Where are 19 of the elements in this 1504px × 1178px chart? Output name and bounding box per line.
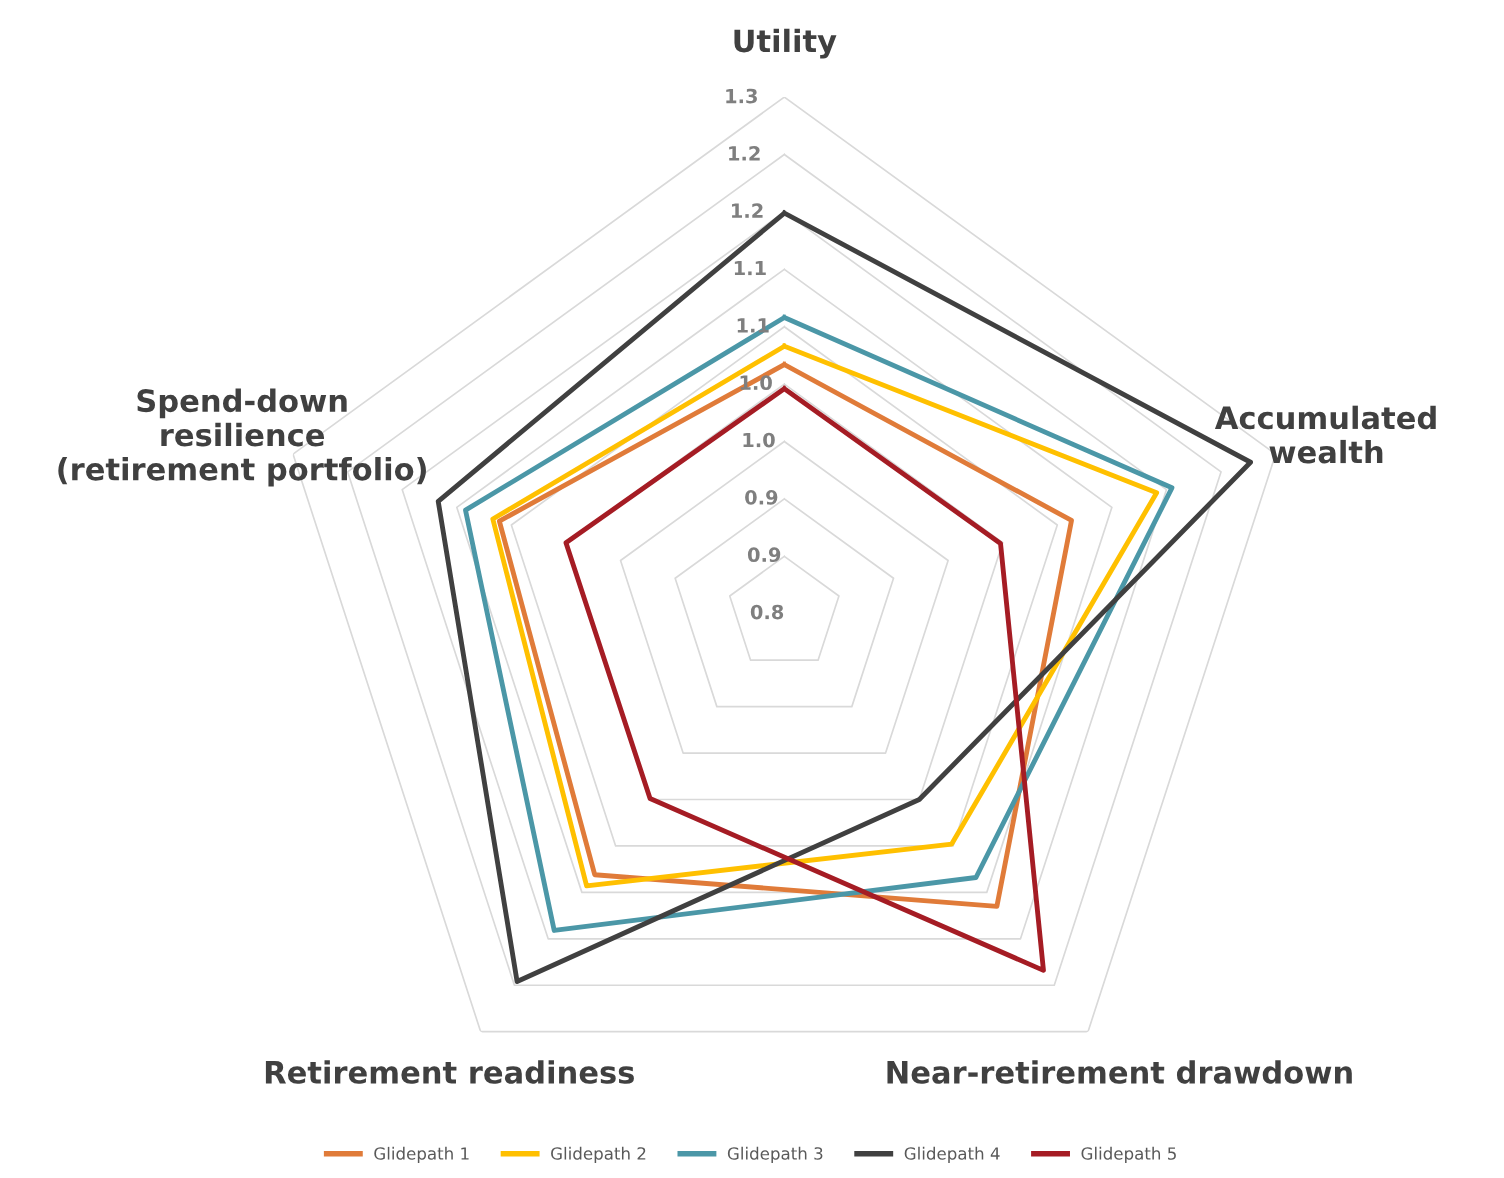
spoke-label: Spend-down resilience (retirement portfolio): [58, 388, 426, 487]
y-tick-label: 0.8: [750, 604, 784, 620]
y-tick-label: 1.0: [743, 432, 775, 448]
y-tick-label: 1.1: [734, 260, 766, 276]
legend-label: Glidepath 5: [1081, 1146, 1176, 1163]
spoke-label: Accumulated wealth: [1214, 405, 1436, 464]
spoke-label: Retirement readiness: [265, 1060, 634, 1084]
legend-label: Glidepath 3: [727, 1146, 823, 1163]
spoke-label: Near-retirement drawdown: [887, 1060, 1352, 1084]
spoke-label: Utility: [734, 28, 837, 59]
y-tick-label: 0.9: [747, 547, 781, 563]
y-tick-label: 0.9: [745, 490, 778, 505]
legend-label: Glidepath 1: [374, 1146, 469, 1163]
y-tick-label: 1.3: [726, 88, 757, 104]
y-tick-label: 1.2: [729, 146, 760, 161]
y-tick-label: 1.2: [732, 203, 763, 218]
legend-label: Glidepath 4: [904, 1146, 1000, 1163]
legend-label: Glidepath 2: [551, 1146, 646, 1163]
y-tick-label: 1.1: [737, 318, 769, 333]
